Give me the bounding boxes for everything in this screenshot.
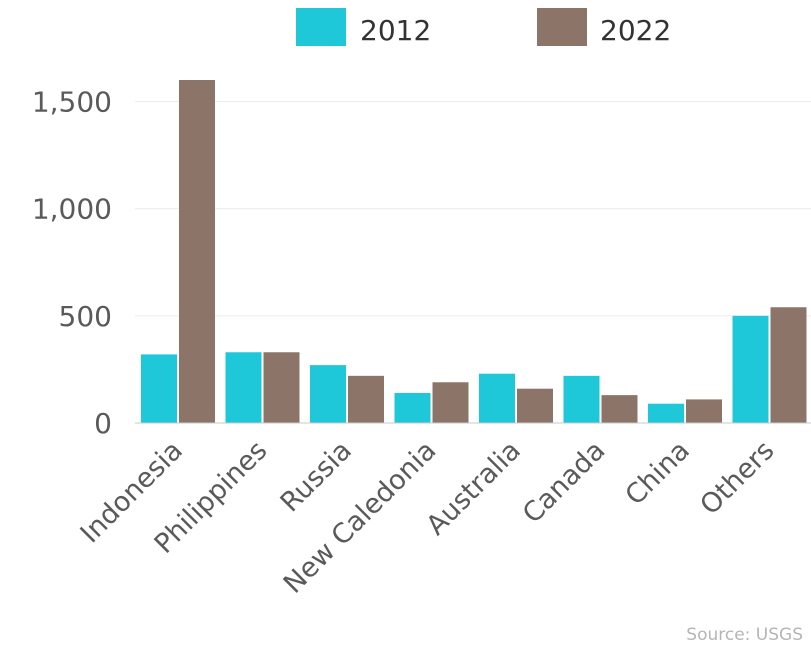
y-tick-label: 1,000 [32,193,112,226]
bar-2022-australia [517,388,553,423]
gridlines [135,100,811,317]
legend-label-2022: 2022 [600,14,671,47]
bar-2012-canada [563,375,600,423]
x-tick-label: Canada [517,435,612,530]
legend: 2012 2022 [296,8,671,47]
bars [141,80,807,423]
bar-2012-philippines [225,352,262,423]
x-tick-label: China [619,435,695,511]
bar-2012-russia [310,365,346,423]
bar-2012-indonesia [141,354,177,423]
x-tick-label: New Caledonia [278,435,443,600]
legend-swatch-2012 [296,8,346,46]
y-axis-ticks: 0 500 1,000 1,500 [32,85,112,440]
bar-2022-indonesia [179,80,215,423]
legend-swatch-2022 [537,8,587,46]
bar-2012-new-caledonia [394,392,431,423]
y-tick-label: 500 [59,300,112,333]
y-tick-label: 1,500 [32,85,112,118]
bar-2022-china [686,399,722,423]
x-tick-label: Others [694,435,780,521]
bar-2022-russia [348,375,384,423]
y-tick-label: 0 [94,407,112,440]
bar-2012-others [732,315,769,423]
bar-2022-new-caledonia [432,382,469,423]
source-note: Source: USGS [686,625,803,645]
bar-2022-canada [601,395,638,423]
bar-2022-philippines [263,352,300,423]
bar-2022-others [770,307,807,423]
bar-2012-australia [479,373,515,423]
bar-2012-china [648,403,684,423]
legend-label-2012: 2012 [360,14,431,47]
x-tick-label: Australia [421,435,527,541]
x-tick-label: Russia [275,435,358,518]
